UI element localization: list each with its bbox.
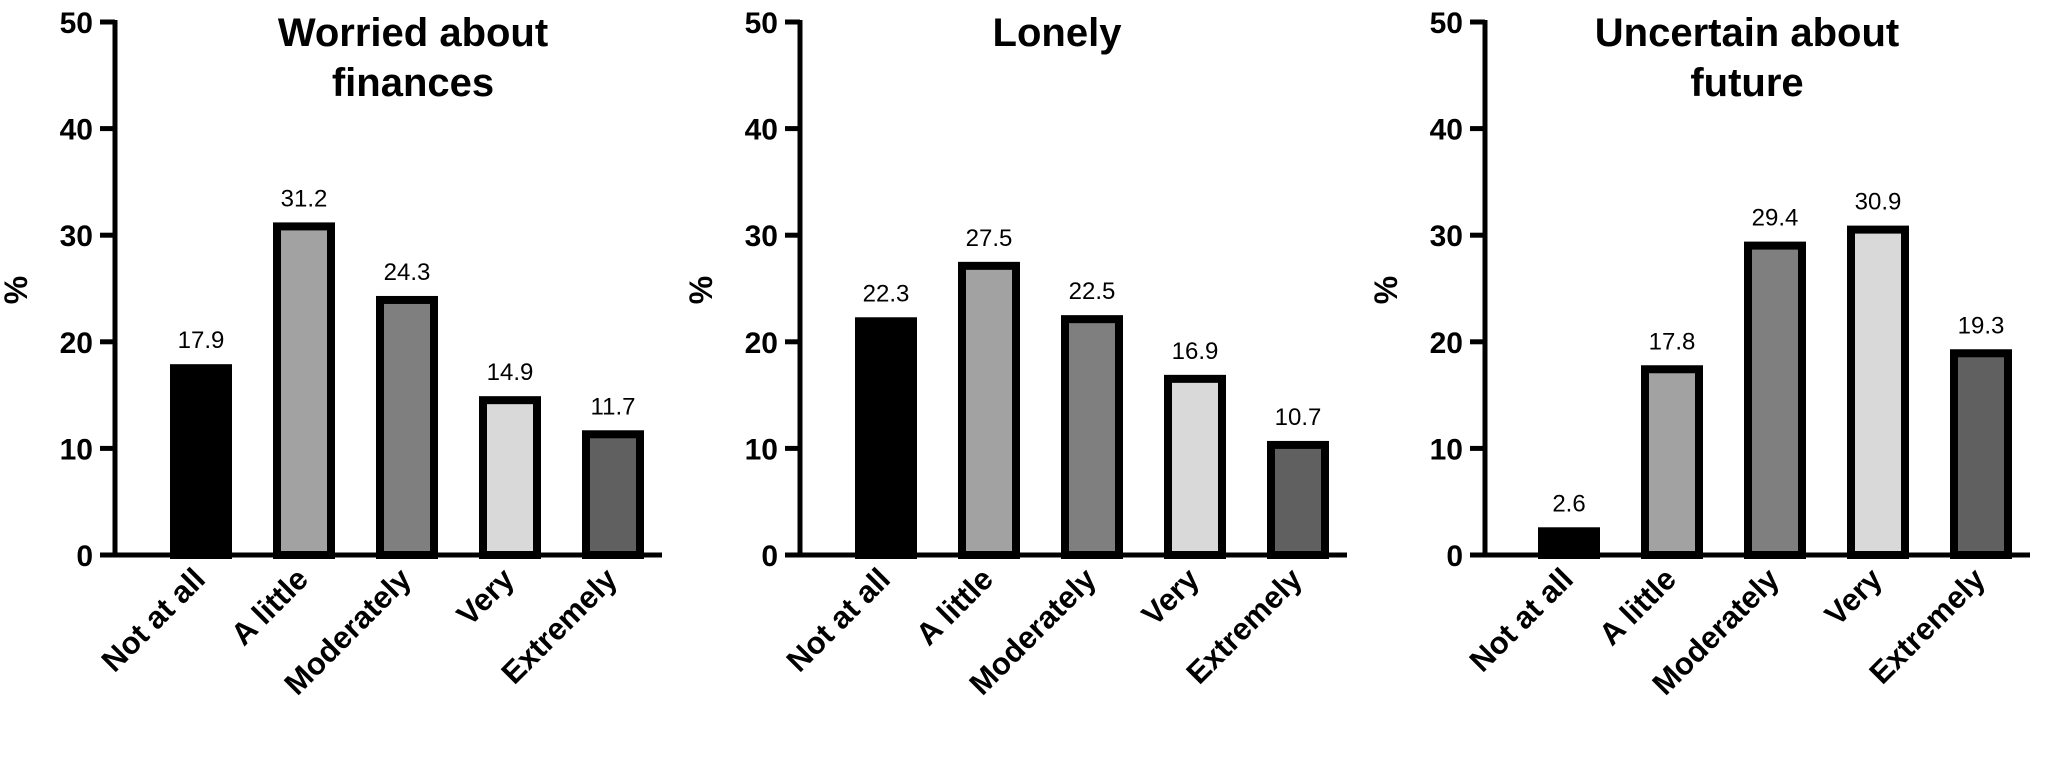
- y-tick-label: 10: [745, 433, 778, 466]
- y-tick-label: 10: [60, 433, 93, 466]
- chart-panel-3: Uncertain about future% 0 10 20 30 40 50 2.6 Not …: [1368, 7, 2030, 702]
- y-tick-label: 20: [60, 327, 93, 360]
- y-tick-label: 50: [745, 7, 778, 40]
- y-tick-label: 30: [1430, 220, 1463, 253]
- bar-5: [1950, 349, 2012, 559]
- chart-panel-1: Worried about finances% 0 10 20 30 40 50 17.9 Not…: [0, 7, 662, 702]
- y-tick-label: 50: [1430, 7, 1463, 40]
- chart-panel-2: Lonely% 0 10 20 30 40 50 22.3 Not at all 27.5 A li…: [683, 7, 1347, 702]
- bar-2: [958, 261, 1020, 559]
- data-label: 31.2: [281, 185, 328, 212]
- y-tick-label: 0: [76, 540, 93, 573]
- bar-3: [1744, 241, 1806, 559]
- data-label: 2.6: [1552, 490, 1585, 517]
- bar-2: [273, 222, 335, 560]
- data-label: 17.9: [178, 327, 225, 354]
- y-tick-label: 10: [1430, 433, 1463, 466]
- bar-1: [170, 364, 232, 559]
- y-tick-label: 50: [60, 7, 93, 40]
- chart-title: Worried about: [278, 11, 548, 55]
- x-tick-label: Very: [450, 561, 522, 633]
- bar-4: [479, 396, 541, 559]
- y-tick-label: 30: [60, 220, 93, 253]
- x-tick-label: Very: [1135, 561, 1207, 633]
- y-tick-label: 20: [745, 327, 778, 360]
- bar-4: [1847, 225, 1909, 560]
- data-label: 19.3: [1958, 312, 2005, 339]
- x-tick-label: Not at all: [780, 561, 897, 678]
- bar-4: [1164, 374, 1226, 560]
- data-label: 16.9: [1172, 338, 1219, 365]
- bar-1: [1538, 527, 1600, 559]
- bar-3: [376, 295, 438, 559]
- chart-title: future: [1690, 61, 1803, 105]
- x-tick-label: A little: [909, 561, 1000, 652]
- data-label: 10.7: [1275, 404, 1322, 431]
- data-label: 24.3: [384, 259, 431, 286]
- x-tick-label: Very: [1818, 561, 1890, 633]
- data-label: 14.9: [487, 359, 534, 386]
- y-tick-label: 30: [745, 220, 778, 253]
- bar-2: [1641, 365, 1703, 560]
- x-tick-label: A little: [1592, 561, 1683, 652]
- data-label: 17.8: [1649, 328, 1696, 355]
- data-label: 29.4: [1752, 205, 1799, 232]
- y-tick-label: 20: [1430, 327, 1463, 360]
- bar-5: [1267, 440, 1329, 559]
- data-label: 22.3: [863, 280, 910, 307]
- data-label: 30.9: [1855, 189, 1902, 216]
- chart-title: Uncertain about: [1595, 11, 1899, 55]
- y-axis-label: %: [683, 276, 719, 304]
- data-label: 27.5: [966, 225, 1013, 252]
- y-axis-label: %: [0, 276, 34, 304]
- y-tick-label: 0: [1446, 540, 1463, 573]
- data-label: 11.7: [591, 393, 636, 420]
- chart-title: Lonely: [993, 11, 1123, 55]
- data-label: 22.5: [1069, 278, 1116, 305]
- x-tick-label: A little: [224, 561, 315, 652]
- y-tick-label: 40: [1430, 114, 1463, 147]
- y-tick-label: 40: [745, 114, 778, 147]
- x-tick-label: Not at all: [95, 561, 212, 678]
- y-tick-label: 40: [60, 114, 93, 147]
- x-tick-label: Not at all: [1463, 561, 1580, 678]
- bar-3: [1061, 315, 1123, 559]
- y-axis-label: %: [1368, 276, 1404, 304]
- chart-title: finances: [332, 61, 494, 105]
- bar-1: [855, 317, 917, 560]
- bar-5: [582, 430, 644, 560]
- y-tick-label: 0: [761, 540, 778, 573]
